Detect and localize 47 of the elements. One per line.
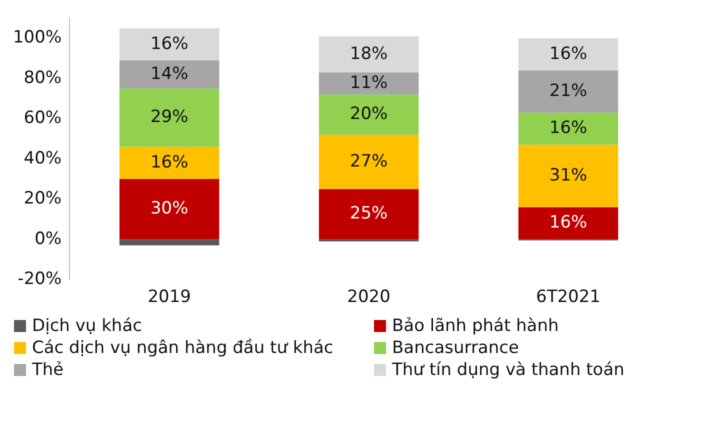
x-tick-label: 2019 [148, 287, 191, 308]
x-tick-label: 6T2021 [536, 287, 600, 308]
y-tick-label: 80% [24, 68, 62, 88]
bar [318, 36, 419, 72]
x-tick-label: 2020 [347, 287, 390, 308]
legend-label: Bancasurrance [392, 338, 519, 358]
legend-label: Thư tín dụng và thanh toán [392, 360, 624, 380]
bar [119, 88, 220, 147]
legend-label: Thẻ [32, 360, 64, 380]
y-tick-label: 40% [24, 148, 62, 168]
y-tick-label: 20% [24, 188, 62, 209]
bar [119, 179, 220, 240]
data-label: 20% [350, 104, 388, 124]
bar [518, 70, 618, 113]
bar [318, 134, 419, 190]
bar [518, 207, 618, 240]
bar [119, 60, 220, 89]
data-label: 16% [549, 44, 588, 64]
data-label: 30% [150, 198, 188, 219]
bar [318, 94, 419, 135]
data-label: 25% [350, 204, 388, 224]
data-label: 16% [549, 212, 588, 233]
data-label: 27% [350, 151, 388, 172]
data-label: 18% [350, 44, 388, 64]
legend-label: Dịch vụ khác [32, 316, 142, 336]
y-tick-label: 0% [34, 228, 62, 249]
y-tick-label: -20% [18, 269, 62, 290]
bar [119, 146, 220, 180]
bar [318, 72, 419, 95]
bar [518, 112, 618, 145]
y-tick-label: 60% [24, 108, 62, 128]
bar [119, 28, 220, 60]
legend-label: Bảo lãnh phát hành [392, 316, 559, 336]
bar [518, 38, 618, 70]
data-label: 16% [549, 118, 588, 138]
data-label: 16% [150, 34, 188, 54]
data-label: 31% [549, 165, 588, 186]
data-label: 11% [350, 72, 388, 93]
bar [318, 189, 419, 240]
y-tick-label: 100% [12, 28, 62, 48]
data-label: 16% [150, 152, 188, 172]
bar [518, 144, 618, 208]
data-label: 29% [150, 107, 188, 128]
bar [119, 239, 220, 246]
data-label: 21% [549, 81, 588, 102]
data-label: 14% [150, 64, 188, 84]
legend-label: Các dịch vụ ngân hàng đầu tư khác [32, 338, 334, 358]
